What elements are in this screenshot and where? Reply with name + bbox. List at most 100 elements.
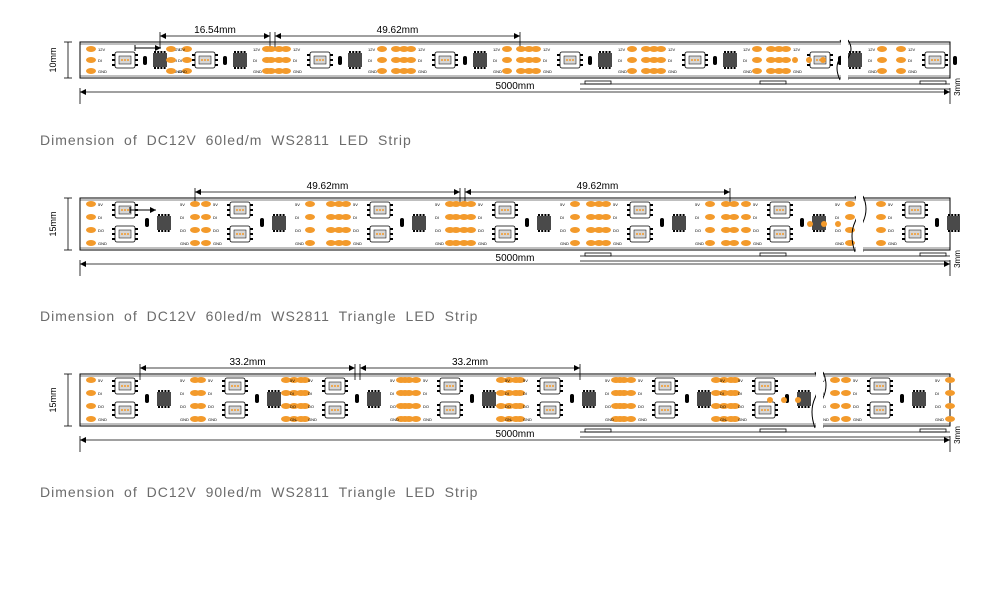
svg-text:DI: DI [208,391,212,396]
svg-text:5V: 5V [180,202,185,207]
strip2: 15mm49.62mm49.62mm5VDIDOGND5VDIDOGND5VDI… [40,176,960,324]
svg-text:GND: GND [180,241,189,246]
svg-text:GND: GND [908,69,917,74]
svg-text:DI: DI [753,215,757,220]
svg-text:DI: DI [353,215,357,220]
svg-text:DO: DO [560,228,566,233]
svg-text:DO: DO [888,228,894,233]
svg-text:12V: 12V [868,47,875,52]
svg-text:DO: DO [423,404,429,409]
svg-text:33.2mm: 33.2mm [229,357,265,368]
svg-text:12V: 12V [293,47,300,52]
svg-text:5000mm: 5000mm [496,253,535,264]
svg-text:5V: 5V [605,378,610,383]
svg-text:GND: GND [435,241,444,246]
svg-text:GND: GND [253,69,262,74]
svg-text:12V: 12V [493,47,500,52]
svg-text:DO: DO [213,228,219,233]
svg-text:GND: GND [213,241,222,246]
svg-text:DI: DI [543,58,547,63]
svg-text:GND: GND [638,417,647,422]
svg-text:GND: GND [853,417,862,422]
svg-text:GND: GND [478,241,487,246]
svg-text:10mm: 10mm [48,47,58,72]
svg-text:DO: DO [935,404,941,409]
svg-text:GND: GND [423,417,432,422]
svg-text:DI: DI [638,391,642,396]
svg-text:GND: GND [613,241,622,246]
svg-text:12V: 12V [253,47,260,52]
svg-text:DI: DI [738,391,742,396]
svg-text:DI: DI [908,58,912,63]
svg-text:5V: 5V [560,202,565,207]
svg-text:49.62mm: 49.62mm [577,181,619,192]
svg-text:DO: DO [695,228,701,233]
svg-text:GND: GND [743,69,752,74]
svg-text:GND: GND [368,69,377,74]
svg-text:GND: GND [560,241,569,246]
svg-text:5V: 5V [423,378,428,383]
svg-text:5V: 5V [835,202,840,207]
svg-text:DI: DI [478,215,482,220]
svg-text:GND: GND [835,241,844,246]
svg-text:5V: 5V [353,202,358,207]
svg-text:DI: DI [613,215,617,220]
svg-text:5V: 5V [523,378,528,383]
svg-text:DI: DI [523,391,527,396]
svg-text:12V: 12V [418,47,425,52]
svg-text:DI: DI [695,215,699,220]
svg-text:5V: 5V [638,378,643,383]
svg-text:DI: DI [390,391,394,396]
svg-text:DI: DI [308,391,312,396]
svg-text:5V: 5V [720,378,725,383]
svg-text:DI: DI [423,391,427,396]
svg-text:DI: DI [418,58,422,63]
svg-text:33.2mm: 33.2mm [452,357,488,368]
svg-text:DO: DO [505,404,511,409]
svg-text:5V: 5V [505,378,510,383]
svg-text:5V: 5V [98,378,103,383]
svg-text:DO: DO [208,404,214,409]
svg-text:5V: 5V [290,378,295,383]
svg-text:DO: DO [98,228,104,233]
svg-text:5V: 5V [753,202,758,207]
svg-text:DO: DO [435,228,441,233]
svg-text:12V: 12V [368,47,375,52]
svg-text:GND: GND [868,69,877,74]
svg-text:GND: GND [418,69,427,74]
svg-text:3mm: 3mm [953,78,960,96]
svg-text:5V: 5V [888,202,893,207]
svg-text:GND: GND [208,417,217,422]
svg-text:5V: 5V [738,378,743,383]
svg-text:DI: DI [253,58,257,63]
svg-text:12V: 12V [98,47,105,52]
caption: Dimension of DC12V 90led/m WS2811 Triang… [40,484,960,500]
svg-text:12V: 12V [793,47,800,52]
svg-text:GND: GND [753,241,762,246]
strip3: 15mm33.2mm33.2mm5VDIDOGND5VDIDOGND5VDIDO… [40,352,960,500]
svg-text:DI: DI [180,391,184,396]
svg-text:GND: GND [295,241,304,246]
svg-text:GND: GND [390,417,399,422]
svg-text:5V: 5V [98,202,103,207]
svg-text:DO: DO [523,404,529,409]
svg-text:49.62mm: 49.62mm [377,25,419,36]
svg-text:DO: DO [613,228,619,233]
svg-text:5V: 5V [853,378,858,383]
svg-text:GND: GND [618,69,627,74]
strip-diagram: 15mm49.62mm49.62mm5VDIDOGND5VDIDOGND5VDI… [40,176,960,296]
svg-text:GND: GND [98,241,107,246]
svg-text:5V: 5V [295,202,300,207]
svg-text:DO: DO [835,228,841,233]
svg-text:DO: DO [295,228,301,233]
svg-text:DI: DI [213,215,217,220]
svg-text:12V: 12V [908,47,915,52]
svg-text:DO: DO [638,404,644,409]
svg-text:GND: GND [935,417,944,422]
caption: Dimension of DC12V 60led/m WS2811 LED St… [40,132,960,148]
strip-diagram: 15mm33.2mm33.2mm5VDIDOGND5VDIDOGND5VDIDO… [40,352,960,472]
svg-text:12V: 12V [178,47,185,52]
svg-text:GND: GND [523,417,532,422]
svg-text:GND: GND [308,417,317,422]
svg-text:5V: 5V [695,202,700,207]
